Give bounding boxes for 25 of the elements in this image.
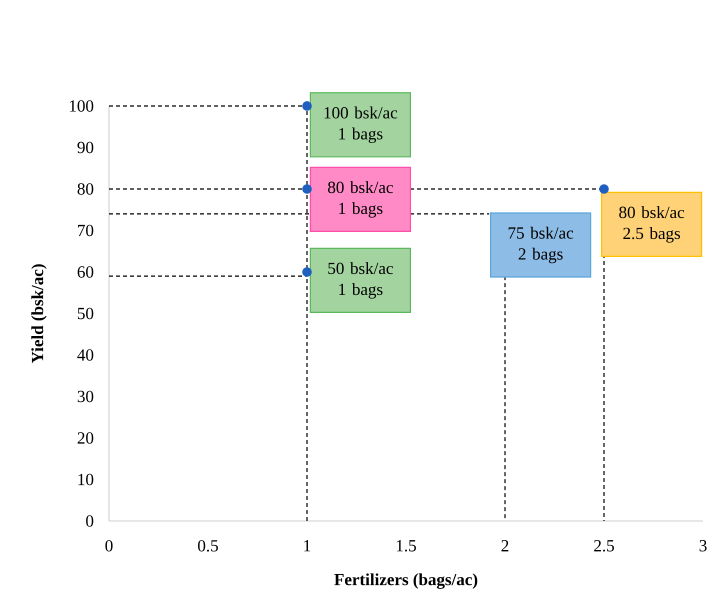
annotation: 75 bsk/ac 2 bags [508, 226, 574, 264]
annotation: 80 bsk/ac 2.5 bags [619, 206, 684, 243]
y-tick-label: 0 [86, 515, 94, 527]
x-tick-label: 1 [304, 540, 310, 552]
y-axis-title: Yield (bsk/ac) [31, 264, 47, 364]
x-tick-label: 2 [502, 540, 508, 552]
x-tick-label: 1.5 [396, 540, 416, 552]
y-tick-label: 40 [77, 349, 94, 361]
annotation: 100 bsk/ac 1 bags [324, 106, 398, 144]
y-tick-label: 90 [77, 142, 94, 154]
y-tick-label: 60 [78, 266, 94, 278]
y-tick-label: 100 [70, 100, 94, 112]
x-tick-label: 0 [105, 540, 113, 552]
x-tick-label: 2.5 [594, 540, 614, 552]
x-tick-label: 0.5 [198, 540, 218, 552]
y-tick-label: 50 [78, 308, 94, 320]
x-tick-label: 3 [700, 540, 707, 552]
y-tick-label: 30 [78, 390, 94, 402]
x-axis-title: Fertilizers (bags/ac) [334, 573, 478, 589]
y-tick-label: 70 [78, 224, 94, 236]
y-tick-label: 80 [78, 183, 94, 195]
annotation: 50 bsk/ac 1 bags [328, 262, 393, 299]
annotation: 80 bsk/ac 1 bags [328, 181, 393, 218]
y-tick-label: 10 [78, 474, 94, 486]
y-tick-label: 20 [78, 432, 94, 444]
